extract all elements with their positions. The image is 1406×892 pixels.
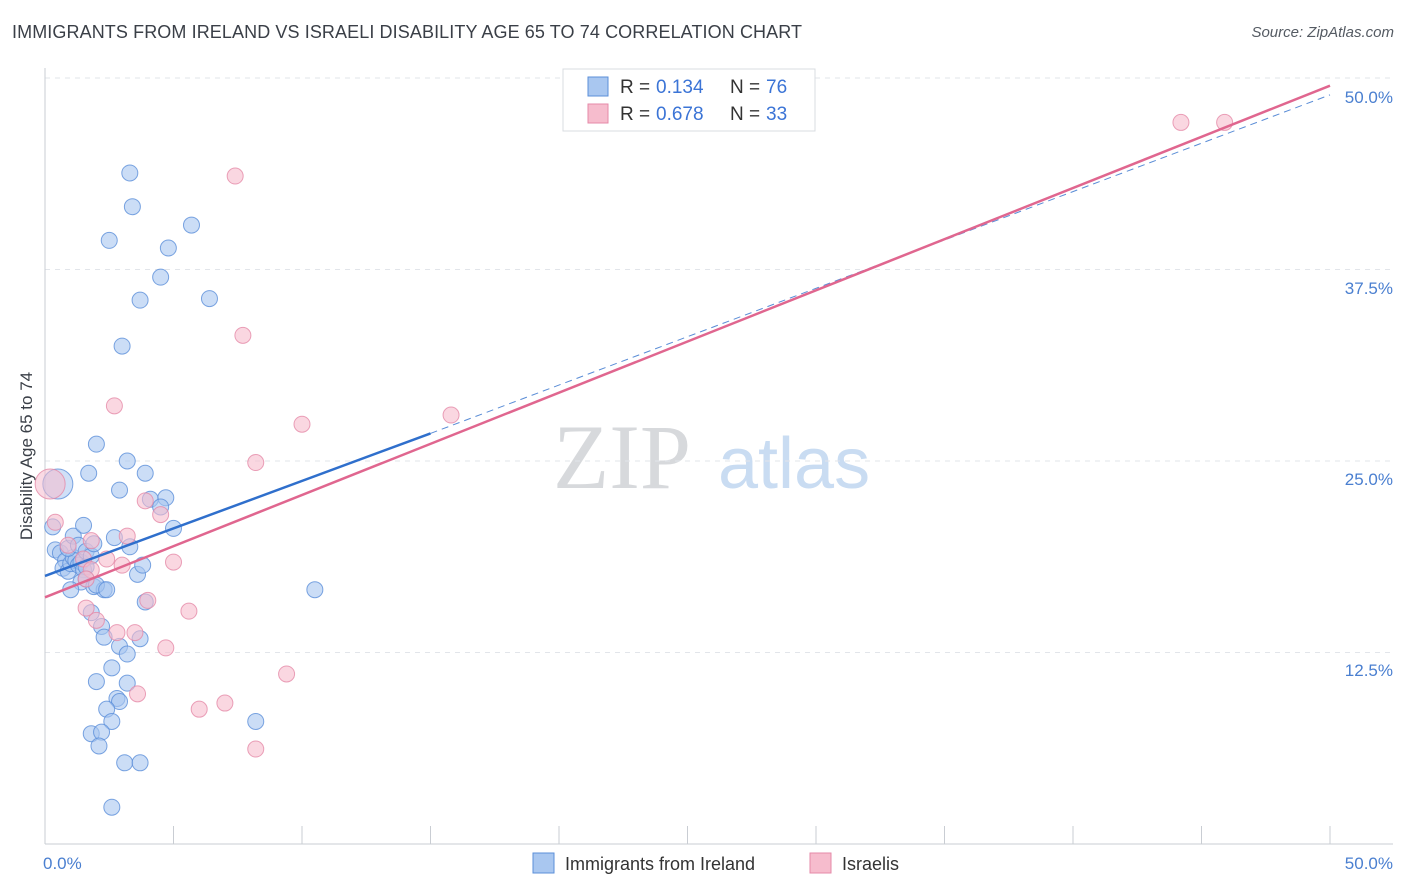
ireland-point <box>75 516 93 534</box>
ireland-point <box>182 216 200 234</box>
ireland-point <box>93 723 111 741</box>
ireland-point <box>90 737 108 755</box>
legend-n-label: N = <box>730 104 760 125</box>
bottom-legend-swatch-blue <box>532 852 555 874</box>
israelis-point <box>136 492 154 510</box>
israelis-point <box>108 624 126 642</box>
points-layer <box>34 113 1234 816</box>
ireland-point <box>80 464 98 482</box>
ireland-point <box>111 481 129 499</box>
israelis-point <box>278 665 296 683</box>
ireland-point <box>118 674 136 692</box>
correlation-legend: R = 0.134 N = 76 R = 0.678 N = 33 <box>562 68 816 132</box>
grid-layer <box>45 77 1393 653</box>
israelis-point <box>77 599 95 617</box>
ireland-point <box>116 754 134 772</box>
israelis-point <box>59 536 77 554</box>
y-axis-label: Disability Age 65 to 74 <box>17 372 36 540</box>
israelis-point <box>190 700 208 718</box>
israelis-point <box>180 602 198 620</box>
ireland-point <box>131 291 149 309</box>
ireland-point <box>103 712 121 730</box>
axes-layer <box>44 68 1393 845</box>
israelis-point <box>105 397 123 415</box>
bottom-legend-label: Israelis <box>842 854 899 874</box>
israelis-point <box>118 527 136 545</box>
bottom-legend-label: Immigrants from Ireland <box>565 854 755 874</box>
ireland-point <box>100 231 118 249</box>
source-credit: Source: ZipAtlas.com <box>1251 24 1394 41</box>
israelis-point <box>126 624 144 642</box>
ireland-point <box>103 798 121 816</box>
watermark-zip: ZIP <box>553 406 691 508</box>
y-tick-label: 12.5% <box>1345 661 1393 680</box>
israelis-point <box>247 454 265 472</box>
ireland-point <box>87 435 105 453</box>
israelis-point <box>152 506 170 524</box>
y-tick-label: 50.0% <box>1345 88 1393 107</box>
legend-r-label: R = <box>620 104 650 125</box>
ireland-point <box>152 268 170 286</box>
bottom-legend-swatch-pink <box>809 852 832 874</box>
legend-n-value: 33 <box>766 104 787 125</box>
israelis-point <box>87 611 105 629</box>
ireland-point <box>111 693 129 711</box>
israelis-point <box>216 694 234 712</box>
israelis-trend-line <box>44 84 1331 599</box>
ireland-point <box>113 337 131 355</box>
legend-r-value: 0.134 <box>656 77 704 98</box>
ireland-point <box>131 754 149 772</box>
israelis-point <box>442 406 460 424</box>
ireland-trend-line <box>44 432 431 578</box>
ireland-point <box>123 198 141 216</box>
israelis-point <box>129 685 147 703</box>
ireland-point <box>98 581 116 599</box>
ireland-point <box>306 581 324 599</box>
legend-r-label: R = <box>620 77 650 98</box>
israelis-point <box>293 415 311 433</box>
ireland-point <box>121 164 139 182</box>
legend-n-label: N = <box>730 77 760 98</box>
x-tick-label: 50.0% <box>1345 854 1393 873</box>
ireland-point <box>136 464 154 482</box>
y-tick-label: 25.0% <box>1345 470 1393 489</box>
trend-layer <box>44 84 1331 599</box>
ireland-point <box>200 290 218 308</box>
legend-swatch-blue <box>587 76 609 97</box>
israelis-point <box>157 639 175 657</box>
israelis-point <box>139 591 157 609</box>
israelis-point <box>34 468 66 500</box>
israelis-point <box>226 167 244 185</box>
ireland-point <box>118 645 136 663</box>
ireland-point <box>87 673 105 691</box>
israelis-point <box>46 513 64 531</box>
israelis-point <box>82 532 100 550</box>
chart-title: IMMIGRANTS FROM IRELAND VS ISRAELI DISAB… <box>12 22 803 42</box>
israelis-point <box>247 740 265 758</box>
ireland-point <box>159 239 177 257</box>
ireland-point <box>247 712 265 730</box>
legend-n-value: 76 <box>766 77 787 98</box>
ireland-point <box>118 452 136 470</box>
series-legend: Immigrants from Ireland Israelis <box>532 852 899 874</box>
israelis-point <box>165 553 182 571</box>
legend-r-value: 0.678 <box>656 104 704 125</box>
legend-swatch-pink <box>587 103 609 124</box>
israelis-point <box>234 326 252 344</box>
watermark-atlas: atlas <box>718 424 870 504</box>
x-tick-label: 0.0% <box>43 854 82 873</box>
ireland-point <box>103 659 121 677</box>
israelis-point <box>1172 113 1190 131</box>
y-tick-label: 37.5% <box>1345 279 1393 298</box>
